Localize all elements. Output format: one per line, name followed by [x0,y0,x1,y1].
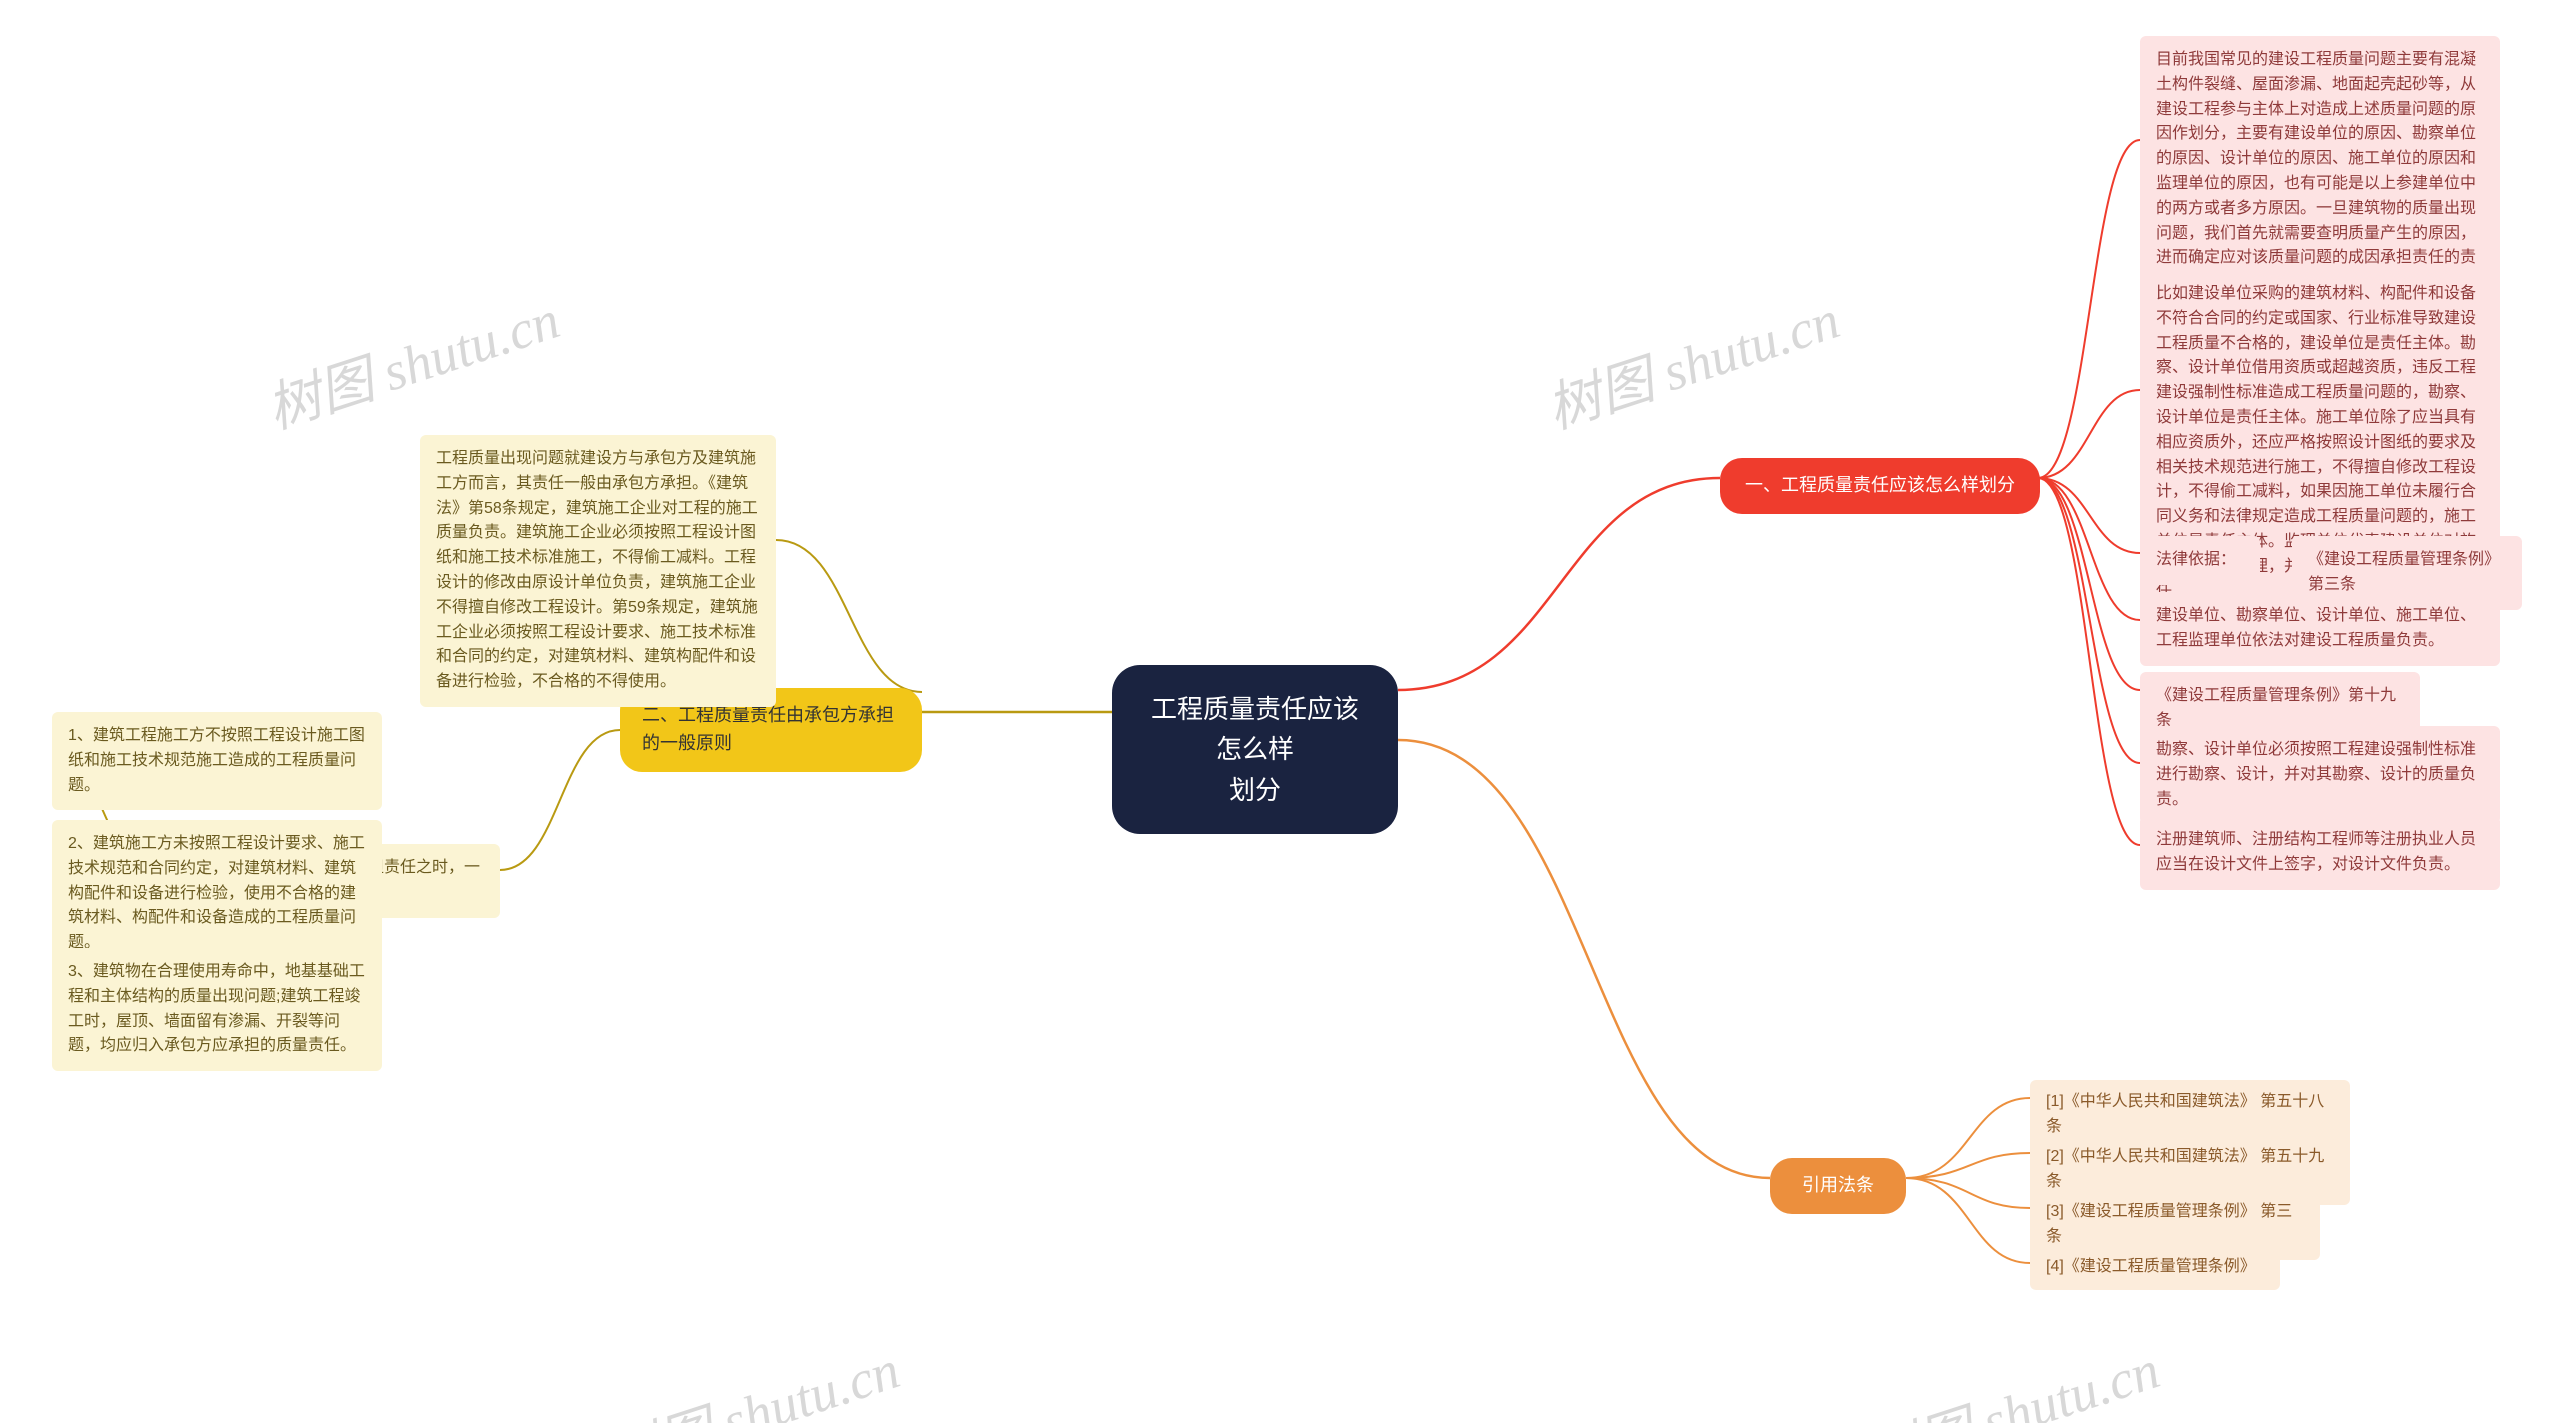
watermark: 树图 shutu.cn [1535,275,1848,444]
branch-2-leaf-0: 工程质量出现问题就建设方与承包方及建筑施工方而言，其责任一般由承包方承担。《建筑… [420,435,776,707]
watermark: 树图 shutu.cn [1855,1325,2168,1423]
branch-1-leaf-7: 注册建筑师、注册结构工程师等注册执业人员应当在设计文件上签字，对设计文件负责。 [2140,816,2500,890]
branch-1-leaf-2: 法律依据： [2140,536,2260,585]
root-line2: 划分 [1229,775,1281,805]
root-line1: 工程质量责任应该怎么样 [1151,694,1359,764]
branch-3[interactable]: 引用法条 [1770,1158,1906,1214]
watermark: 树图 shutu.cn [595,1325,908,1423]
branch-2-leaf-4: 3、建筑物在合理使用寿命中，地基基础工程和主体结构的质量出现问题;建筑工程竣工时… [52,948,382,1071]
branch-1-leaf-0: 目前我国常见的建设工程质量问题主要有混凝土构件裂缝、屋面渗漏、地面起壳起砂等，从… [2140,36,2500,308]
branch-1-leaf-4: 建设单位、勘察单位、设计单位、施工单位、工程监理单位依法对建设工程质量负责。 [2140,592,2500,666]
root-node[interactable]: 工程质量责任应该怎么样 划分 [1112,665,1398,834]
branch-3-leaf-3: [4]《建设工程质量管理条例》 [2030,1245,2280,1290]
branch-2-leaf-2: 1、建筑工程施工方不按照工程设计施工图纸和施工技术规范施工造成的工程质量问题。 [52,712,382,810]
watermark: 树图 shutu.cn [255,275,568,444]
branch-1[interactable]: 一、工程质量责任应该怎么样划分 [1720,458,2040,514]
branch-1-leaf-6: 勘察、设计单位必须按照工程建设强制性标准进行勘察、设计，并对其勘察、设计的质量负… [2140,726,2500,824]
branch-2-leaf-3: 2、建筑施工方未按照工程设计要求、施工技术规范和合同约定，对建筑材料、建筑构配件… [52,820,382,968]
